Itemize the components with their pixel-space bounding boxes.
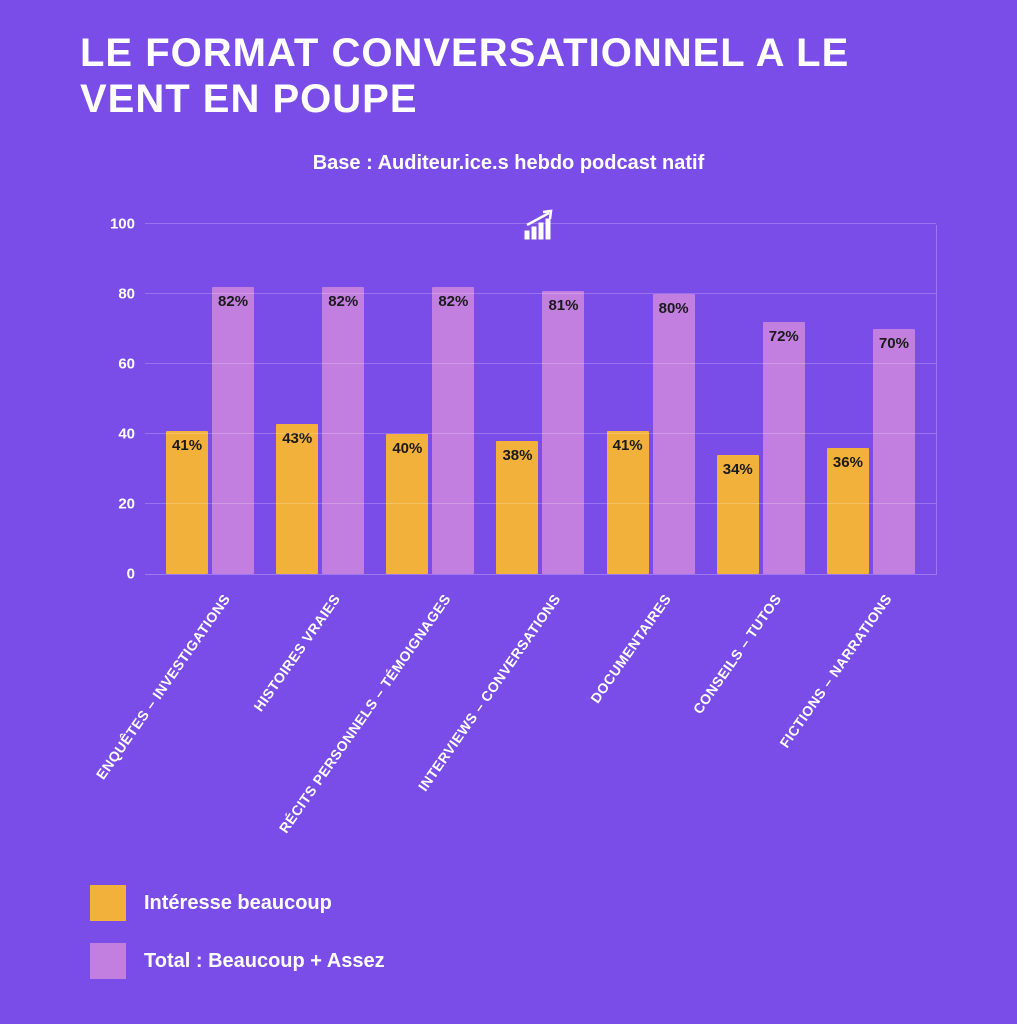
category-group: 41% 80%	[601, 294, 701, 574]
gridline	[145, 293, 936, 294]
bar-primary: 34%	[717, 455, 759, 574]
chart-plot-area: 41% 82% 43% 82% 40% 82% 38% 81% 41% 80% 34% 72% 36% 7…	[145, 225, 937, 575]
bar-primary: 36%	[827, 448, 869, 574]
bar-value-label: 80%	[653, 300, 695, 317]
chart-legend: Intéresse beaucoup Total : Beaucoup + Ass…	[90, 885, 957, 979]
x-axis-labels: ENQUÊTES – INVESTIGATIONSHISTOIRES VRAIE…	[145, 575, 937, 875]
bar-value-label: 82%	[432, 293, 474, 310]
legend-label: Intéresse beaucoup	[144, 892, 332, 915]
y-tick-label: 20	[118, 496, 135, 513]
bar-primary: 40%	[386, 434, 428, 574]
bar-value-label: 70%	[873, 335, 915, 352]
gridline	[145, 363, 936, 364]
bar-value-label: 38%	[496, 447, 538, 464]
legend-label: Total : Beaucoup + Assez	[144, 950, 385, 973]
y-tick-label: 60	[118, 356, 135, 373]
bar-value-label: 82%	[322, 293, 364, 310]
gridline	[145, 223, 936, 224]
category-group: 43% 82%	[270, 287, 370, 574]
y-tick-label: 0	[127, 566, 135, 583]
bar-value-label: 36%	[827, 454, 869, 471]
bar-secondary: 82%	[432, 287, 474, 574]
y-tick-label: 100	[110, 216, 135, 233]
category-group: 34% 72%	[711, 322, 811, 574]
page-subtitle: Base : Auditeur.ice.s hebdo podcast nati…	[60, 152, 957, 175]
bar-primary: 38%	[496, 441, 538, 574]
category-group: 36% 70%	[821, 329, 921, 574]
bar-value-label: 81%	[542, 297, 584, 314]
infographic-page: LE FORMAT CONVERSATIONNEL A LE VENT EN P…	[0, 0, 1017, 1024]
x-tick-label: ENQUÊTES – INVESTIGATIONS	[160, 575, 260, 875]
legend-item: Intéresse beaucoup	[90, 885, 957, 921]
bar-value-label: 82%	[212, 293, 254, 310]
bar-secondary: 82%	[322, 287, 364, 574]
bar-value-label: 41%	[607, 437, 649, 454]
bar-value-label: 72%	[763, 328, 805, 345]
bar-secondary: 82%	[212, 287, 254, 574]
bar-primary: 43%	[276, 424, 318, 575]
bar-value-label: 41%	[166, 437, 208, 454]
x-tick-label: DOCUMENTAIRES	[601, 575, 701, 875]
legend-swatch	[90, 885, 126, 921]
bar-secondary: 72%	[763, 322, 805, 574]
x-tick-label: INTERVIEWS – CONVERSATIONS	[491, 575, 591, 875]
gridline	[145, 433, 936, 434]
x-tick-label: FICTIONS – NARRATIONS	[822, 575, 922, 875]
trend-up-icon	[523, 209, 557, 248]
legend-swatch	[90, 943, 126, 979]
legend-item: Total : Beaucoup + Assez	[90, 943, 957, 979]
page-title: LE FORMAT CONVERSATIONNEL A LE VENT EN P…	[80, 30, 957, 122]
gridline	[145, 503, 936, 504]
y-tick-label: 80	[118, 286, 135, 303]
bar-value-label: 40%	[386, 440, 428, 457]
bar-value-label: 34%	[717, 461, 759, 478]
y-tick-label: 40	[118, 426, 135, 443]
bar-chart: 41% 82% 43% 82% 40% 82% 38% 81% 41% 80% 34% 72% 36% 7…	[100, 225, 937, 875]
bar-secondary: 80%	[653, 294, 695, 574]
bars-container: 41% 82% 43% 82% 40% 82% 38% 81% 41% 80% 34% 72% 36% 7…	[145, 225, 936, 574]
category-group: 40% 82%	[380, 287, 480, 574]
bar-secondary: 70%	[873, 329, 915, 574]
category-group: 41% 82%	[160, 287, 260, 574]
